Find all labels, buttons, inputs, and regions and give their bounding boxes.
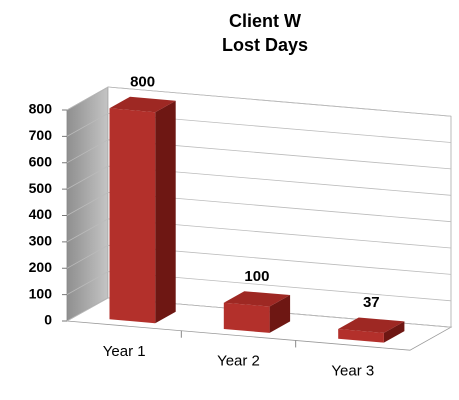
y-tick-label: 500 [29,180,53,196]
bar-front [109,108,156,324]
grid-line [66,218,452,249]
grid-line [66,165,452,196]
data-label: 800 [130,73,155,90]
x-tick-label: Year 2 [217,353,260,370]
chart-title: Client W [229,11,301,31]
bar-front [338,329,384,343]
y-tick-label: 0 [44,312,52,328]
grid-line [66,112,452,143]
bar-top [338,317,405,333]
bar-top [223,291,291,307]
y-tick-label: 200 [29,259,53,275]
bar-side [155,100,176,324]
grid-line [66,244,452,275]
bar-side [269,295,291,333]
bar-front [223,302,270,333]
grid-line [66,139,452,170]
grid-line [66,192,452,223]
y-tick-label: 700 [29,127,53,143]
chart-subtitle: Lost Days [222,35,308,55]
x-tick-label: Year 3 [331,362,374,379]
y-tick-label: 100 [29,285,53,301]
grid-line [66,297,452,328]
data-label: 37 [363,294,380,311]
bar-side [383,321,405,343]
data-label: 100 [244,268,269,285]
y-tick-label: 400 [29,206,53,222]
grid-line [66,86,452,117]
bar-top [109,96,176,113]
y-tick-label: 800 [29,101,53,117]
grid-line [66,271,452,302]
x-tick-label: Year 1 [103,343,146,360]
y-tick-label: 600 [29,153,53,169]
y-tick-label: 300 [29,233,53,249]
